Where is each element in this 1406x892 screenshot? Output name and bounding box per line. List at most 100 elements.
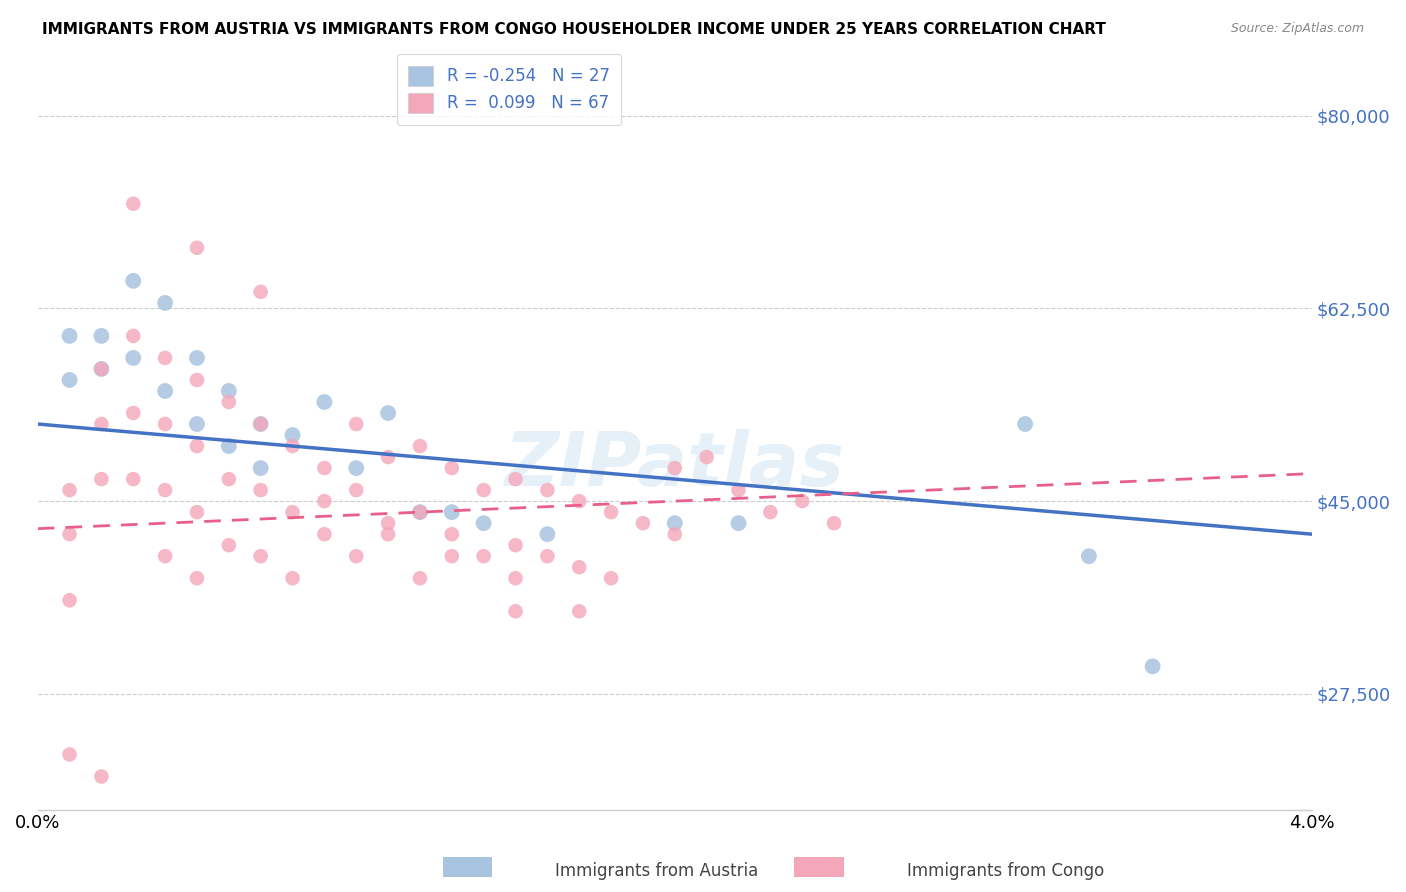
Point — [58, 373, 80, 387]
Point — [409, 571, 432, 585]
Point — [664, 461, 686, 475]
Point — [1077, 549, 1099, 564]
Point — [90, 362, 112, 376]
Point — [472, 483, 495, 497]
Point — [249, 417, 271, 431]
Point — [249, 549, 271, 564]
Point — [759, 505, 782, 519]
Point — [218, 439, 240, 453]
Point — [122, 196, 145, 211]
Point — [536, 549, 558, 564]
Point — [218, 538, 240, 552]
Point — [281, 439, 304, 453]
Text: ZIPatlas: ZIPatlas — [505, 428, 845, 501]
Point — [409, 505, 432, 519]
Point — [505, 571, 527, 585]
Point — [58, 527, 80, 541]
Point — [281, 428, 304, 442]
Point — [218, 395, 240, 409]
Point — [90, 770, 112, 784]
Point — [122, 406, 145, 420]
Point — [377, 450, 399, 464]
Point — [600, 505, 623, 519]
Point — [58, 483, 80, 497]
Point — [153, 296, 176, 310]
Point — [90, 329, 112, 343]
Point — [58, 593, 80, 607]
Point — [314, 527, 336, 541]
Point — [153, 483, 176, 497]
Point — [505, 472, 527, 486]
Point — [344, 549, 367, 564]
Point — [505, 538, 527, 552]
Point — [377, 516, 399, 531]
Point — [186, 439, 208, 453]
Point — [631, 516, 654, 531]
Point — [153, 417, 176, 431]
Point — [568, 494, 591, 508]
Text: IMMIGRANTS FROM AUSTRIA VS IMMIGRANTS FROM CONGO HOUSEHOLDER INCOME UNDER 25 YEA: IMMIGRANTS FROM AUSTRIA VS IMMIGRANTS FR… — [42, 22, 1107, 37]
Point — [314, 494, 336, 508]
Point — [90, 417, 112, 431]
Point — [90, 362, 112, 376]
Point — [344, 461, 367, 475]
Point — [58, 329, 80, 343]
Point — [664, 527, 686, 541]
Point — [218, 384, 240, 398]
Point — [536, 483, 558, 497]
Point — [568, 560, 591, 574]
Point — [186, 373, 208, 387]
Point — [344, 483, 367, 497]
Point — [249, 285, 271, 299]
Point — [153, 351, 176, 365]
Point — [249, 417, 271, 431]
Point — [122, 351, 145, 365]
Point — [505, 604, 527, 618]
Point — [153, 549, 176, 564]
Point — [440, 505, 463, 519]
Point — [186, 241, 208, 255]
Point — [440, 549, 463, 564]
Point — [249, 483, 271, 497]
Point — [792, 494, 814, 508]
Point — [249, 461, 271, 475]
Point — [122, 274, 145, 288]
Point — [314, 395, 336, 409]
Text: Immigrants from Austria: Immigrants from Austria — [555, 862, 759, 880]
Point — [344, 417, 367, 431]
Point — [823, 516, 845, 531]
Point — [472, 549, 495, 564]
Point — [727, 483, 749, 497]
Point — [186, 505, 208, 519]
Text: Immigrants from Congo: Immigrants from Congo — [907, 862, 1104, 880]
Point — [122, 329, 145, 343]
Point — [1142, 659, 1164, 673]
Point — [314, 461, 336, 475]
Point — [377, 406, 399, 420]
Point — [409, 505, 432, 519]
Point — [281, 505, 304, 519]
Point — [1014, 417, 1036, 431]
Point — [727, 516, 749, 531]
Text: Source: ZipAtlas.com: Source: ZipAtlas.com — [1230, 22, 1364, 36]
Point — [281, 571, 304, 585]
Point — [186, 417, 208, 431]
Point — [409, 439, 432, 453]
Legend: R = -0.254   N = 27, R =  0.099   N = 67: R = -0.254 N = 27, R = 0.099 N = 67 — [396, 54, 621, 125]
Point — [153, 384, 176, 398]
Point — [600, 571, 623, 585]
Point — [440, 461, 463, 475]
Point — [218, 472, 240, 486]
Point — [58, 747, 80, 762]
Point — [696, 450, 718, 464]
Point — [90, 472, 112, 486]
Point — [440, 527, 463, 541]
Point — [377, 527, 399, 541]
Point — [186, 571, 208, 585]
Point — [536, 527, 558, 541]
Point — [568, 604, 591, 618]
Point — [664, 516, 686, 531]
Point — [472, 516, 495, 531]
Point — [122, 472, 145, 486]
Point — [186, 351, 208, 365]
